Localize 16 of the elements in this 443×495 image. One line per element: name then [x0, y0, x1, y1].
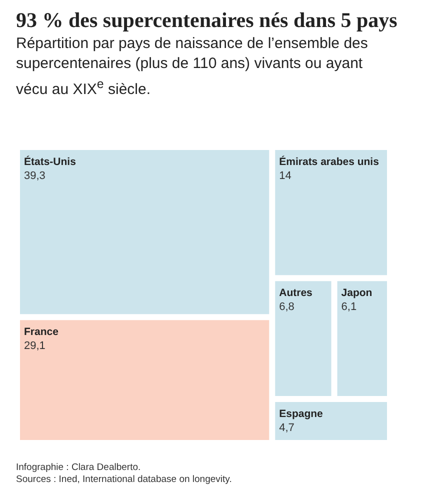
data-label: 6,1 — [341, 301, 357, 314]
data-label: 29,1 — [24, 340, 46, 352]
category-label: Autres — [279, 287, 313, 300]
data-label: 39,3 — [24, 170, 46, 182]
category-label: Émirats arabes unis — [279, 155, 380, 168]
category-label: France — [24, 326, 59, 338]
data-label: 14 — [279, 170, 292, 182]
text: Répartition par pays de naissance de l’ensemble des supercentenaires (plus de 110 ans) vivants ou ayant vécu au XIX$^{e}$ siècle. — [16, 34, 369, 100]
text: 93 % des supercentenaires nés dans 5 pays — [16, 8, 398, 32]
category-label: Espagne — [279, 408, 324, 420]
category-label: États-Unis — [24, 155, 76, 168]
text: Infographie : Clara Dealberto. — [16, 462, 142, 474]
source-note: Sources : Ined, International database on longevity. — [16, 474, 232, 486]
data-label: 6,8 — [279, 301, 294, 314]
category-label: Japon — [341, 287, 372, 300]
data-label: 4,7 — [279, 422, 294, 434]
